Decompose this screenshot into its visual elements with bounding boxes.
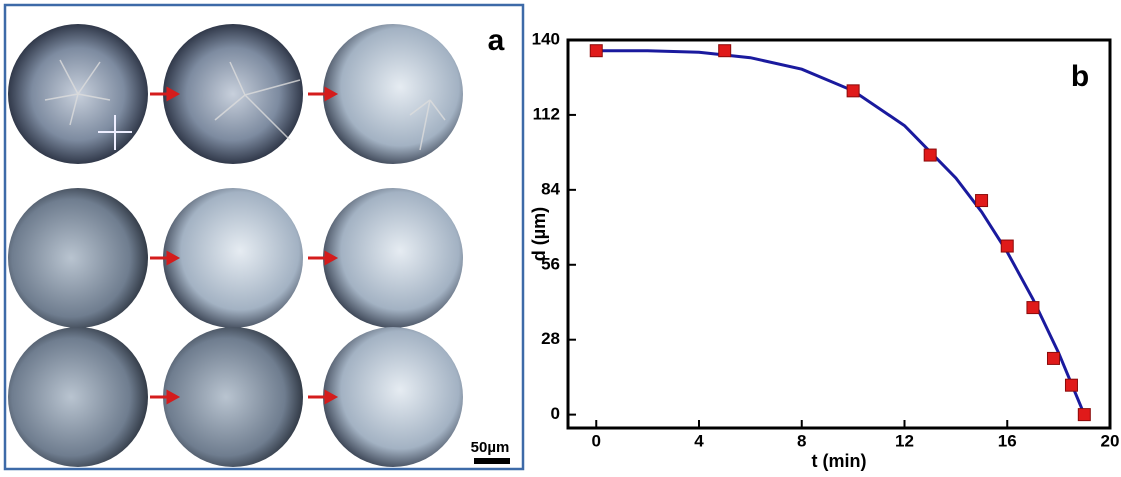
micrographs [8, 24, 463, 467]
x-tick-label: 0 [592, 431, 601, 450]
y-tick-label: 56 [541, 254, 560, 273]
data-point [923, 148, 937, 162]
y-tick-label: 28 [541, 329, 560, 348]
y-tick-label: 112 [533, 104, 560, 123]
panel-a: a 50µm [3, 3, 525, 471]
x-tick-label: 12 [895, 431, 914, 450]
x-tick-label: 4 [694, 431, 704, 450]
data-point [1046, 351, 1060, 365]
scale-bar [474, 458, 510, 464]
panel-b: 0 28 56 84 112 140 0 4 8 12 16 20 t (min) d (µm) b [529, 29, 1120, 470]
data-point [1026, 301, 1040, 315]
data-point [1077, 408, 1091, 422]
x-tick-label: 8 [797, 431, 806, 450]
data-point [1000, 239, 1014, 253]
x-tick-label: 16 [998, 431, 1017, 450]
panel-label: b [1071, 60, 1089, 93]
panel-label: a [488, 24, 505, 57]
y-axis-label: d (µm) [529, 207, 549, 261]
scale-bar-label: 50µm [471, 439, 510, 456]
fit-curve [596, 49, 1086, 416]
y-tick-label: 0 [551, 404, 560, 423]
y-tick-label: 84 [541, 179, 560, 198]
x-axis-label: t (min) [812, 451, 867, 471]
data-point [846, 84, 860, 98]
data-point [975, 194, 989, 208]
x-tick-label: 20 [1101, 431, 1120, 450]
arrows [150, 86, 339, 405]
plot-frame [566, 38, 1112, 430]
data-point [1064, 378, 1078, 392]
data-point [718, 44, 732, 58]
y-tick-label: 140 [532, 29, 560, 48]
data-point [589, 44, 603, 58]
